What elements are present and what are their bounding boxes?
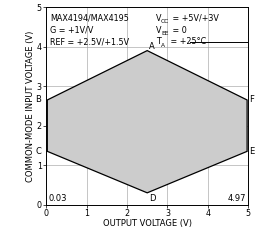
X-axis label: OUTPUT VOLTAGE (V): OUTPUT VOLTAGE (V) xyxy=(103,219,192,228)
Text: A: A xyxy=(161,43,165,48)
Text: MAX4194/MAX4195: MAX4194/MAX4195 xyxy=(50,14,129,23)
Text: D: D xyxy=(149,194,155,203)
Text: = +25°C: = +25°C xyxy=(168,37,207,46)
Text: T: T xyxy=(156,37,161,46)
Y-axis label: COMMON-MODE INPUT VOLTAGE (V): COMMON-MODE INPUT VOLTAGE (V) xyxy=(26,30,35,182)
Text: REF = +2.5V/+1.5V: REF = +2.5V/+1.5V xyxy=(50,37,129,46)
Text: F: F xyxy=(250,95,254,104)
Text: EE: EE xyxy=(161,31,168,36)
Text: B: B xyxy=(36,95,41,104)
Text: CC: CC xyxy=(161,19,169,24)
Text: G = +1V/V: G = +1V/V xyxy=(50,25,93,35)
Text: V: V xyxy=(156,14,162,23)
Text: 4.97: 4.97 xyxy=(228,194,246,203)
Text: = 0: = 0 xyxy=(170,25,187,35)
Polygon shape xyxy=(47,51,247,193)
Text: V: V xyxy=(156,25,162,35)
Text: C: C xyxy=(36,147,41,156)
Text: E: E xyxy=(249,147,254,156)
Text: = +5V/+3V: = +5V/+3V xyxy=(170,14,219,23)
Text: 0.03: 0.03 xyxy=(48,194,67,203)
Text: A: A xyxy=(149,42,155,51)
